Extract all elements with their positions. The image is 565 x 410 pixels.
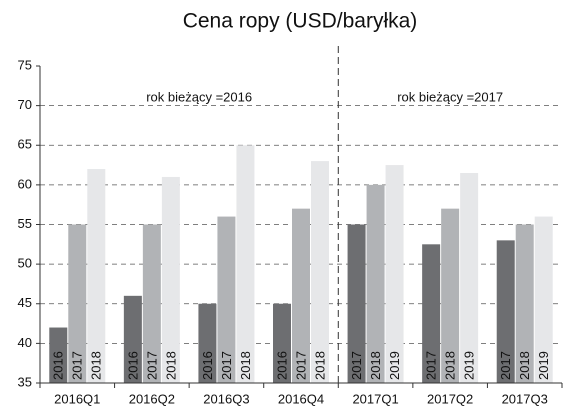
bar-label: 2017 xyxy=(70,351,85,380)
bar xyxy=(198,303,217,383)
bar xyxy=(347,224,366,383)
bar xyxy=(366,184,385,383)
bar xyxy=(496,240,515,383)
bar-label: 2017 xyxy=(424,351,439,380)
x-tick-label: 2016Q4 xyxy=(278,391,324,406)
bar-label: 2016 xyxy=(51,351,66,380)
bar-label: 2018 xyxy=(443,351,458,380)
bar xyxy=(142,224,161,383)
bar-label: 2018 xyxy=(89,351,104,380)
bar xyxy=(515,224,534,383)
bar-label: 2017 xyxy=(498,351,513,380)
bar-label: 2017 xyxy=(219,351,234,380)
bar xyxy=(273,303,291,383)
y-tick-label: 60 xyxy=(18,176,32,191)
bar xyxy=(217,216,236,383)
bar xyxy=(460,172,479,383)
y-tick-label: 40 xyxy=(18,335,32,350)
y-tick-label: 75 xyxy=(18,57,32,72)
bar-label: 2018 xyxy=(238,351,253,380)
bar xyxy=(161,176,180,383)
y-tick-label: 70 xyxy=(18,97,32,112)
bar-label: 2016 xyxy=(274,351,289,380)
bar-label: 2017 xyxy=(349,351,364,380)
x-tick-label: 2017Q2 xyxy=(427,391,473,406)
bar-label: 2018 xyxy=(368,351,383,380)
bar-label: 2019 xyxy=(462,351,477,380)
bar xyxy=(441,208,460,383)
annotation: rok bieżący =2016 xyxy=(146,89,252,104)
chart-title: Cena ropy (USD/baryłka) xyxy=(183,10,418,33)
annotation: rok bieżący =2017 xyxy=(397,89,503,104)
bar-label: 2016 xyxy=(200,351,215,380)
bar-label: 2019 xyxy=(536,351,551,380)
y-tick-label: 55 xyxy=(18,216,32,231)
x-tick-label: 2016Q2 xyxy=(129,391,175,406)
bar xyxy=(422,244,441,383)
bar xyxy=(385,165,404,383)
y-tick-label: 50 xyxy=(18,256,32,271)
bar-label: 2018 xyxy=(517,351,532,380)
bar-label: 2017 xyxy=(144,351,159,380)
x-tick-label: 2017Q3 xyxy=(502,391,548,406)
y-tick-label: 35 xyxy=(18,374,32,389)
bar xyxy=(292,208,310,383)
bar-label: 2018 xyxy=(163,351,178,380)
x-tick-label: 2017Q1 xyxy=(352,391,398,406)
x-tick-label: 2016Q3 xyxy=(203,391,249,406)
y-tick-label: 65 xyxy=(18,137,32,152)
bar xyxy=(123,295,142,383)
bar-label: 2016 xyxy=(125,351,140,380)
x-tick-label: 2016Q1 xyxy=(54,391,100,406)
y-tick-label: 45 xyxy=(18,295,32,310)
bar-label: 2019 xyxy=(387,351,402,380)
bar xyxy=(87,169,106,383)
bar xyxy=(236,145,255,383)
bar xyxy=(311,161,329,383)
bar xyxy=(534,216,553,383)
bar xyxy=(68,224,87,383)
bar xyxy=(49,327,68,383)
bar-label: 2018 xyxy=(312,351,327,380)
bar-label: 2017 xyxy=(293,351,308,380)
